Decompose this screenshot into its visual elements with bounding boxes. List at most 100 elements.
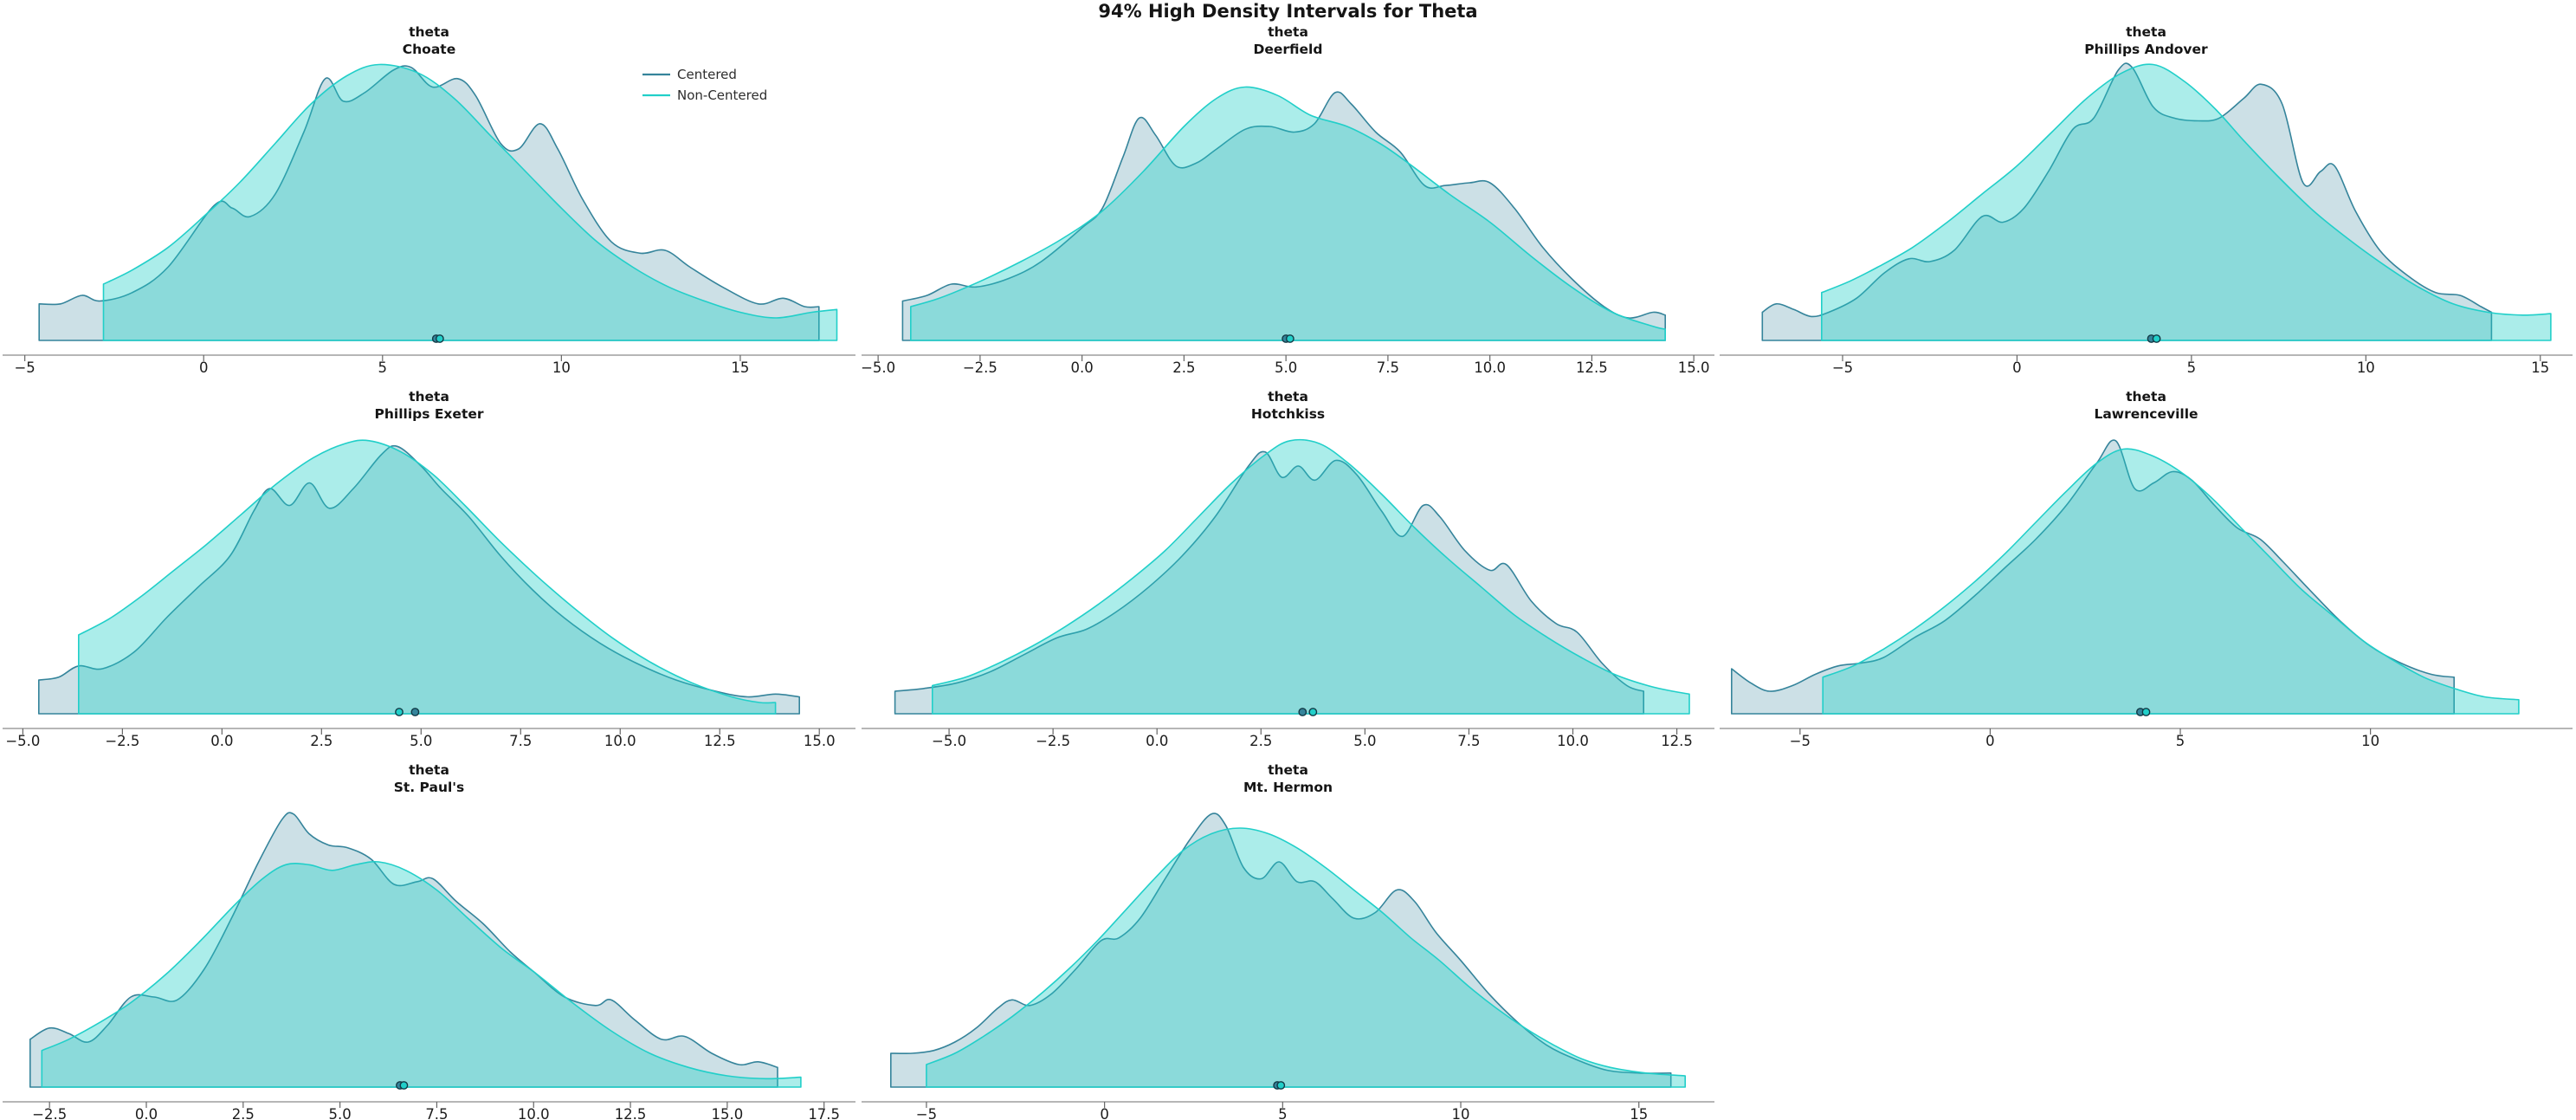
- x-axis-tick-label: 5: [378, 359, 388, 376]
- x-axis-tick-label: −2.5: [105, 733, 139, 749]
- x-axis-tick-label: 10.0: [518, 1106, 550, 1120]
- x-axis-tick-label: 17.5: [808, 1106, 840, 1120]
- subplot-title-group: Hotchkiss: [1250, 406, 1324, 422]
- x-axis-tick-label: −5: [1790, 733, 1811, 749]
- legend-label-centered: Centered: [677, 67, 737, 82]
- subplot-title-group: Phillips Andover: [2085, 42, 2209, 57]
- x-axis-tick-label: 0: [1100, 1106, 1109, 1120]
- x-axis-tick-label: 10: [552, 359, 571, 376]
- subplot-mt-hermon: theta Mt. Hermon −5 0 5 10 15: [859, 747, 1717, 1120]
- x-axis-tick-label: −2.5: [32, 1106, 67, 1120]
- subplot-lawrenceville: theta Lawrenceville −5 0 5 10: [1717, 373, 2575, 749]
- subplot-title-var: theta: [409, 762, 449, 778]
- x-axis-tick-label: 2.5: [310, 733, 332, 749]
- x-axis-tick-label: −5: [14, 359, 35, 376]
- x-axis-tick-label: 5.0: [1275, 359, 1297, 376]
- subplot-title-var: theta: [409, 24, 449, 40]
- x-axis-tick-label: −5.0: [5, 733, 40, 749]
- subplot-title-group: Mt. Hermon: [1243, 780, 1333, 795]
- x-axis-tick-label: 0: [2012, 359, 2022, 376]
- x-axis-tick-label: 12.5: [1576, 359, 1608, 376]
- density-curve-non-centered: [102, 63, 838, 341]
- x-axis-tick-label: −2.5: [1036, 733, 1070, 749]
- x-axis-tick-label: 0: [199, 359, 209, 376]
- point-estimate-dot-non-centered: [1308, 708, 1317, 716]
- x-axis-tick-label: 2.5: [232, 1106, 255, 1120]
- density-curve-centered: [889, 812, 1672, 1088]
- x-axis-tick-label: 15.0: [804, 733, 836, 749]
- x-axis-tick-label: 2.5: [1172, 359, 1195, 376]
- subplot-title-group: Phillips Exeter: [374, 406, 483, 422]
- x-axis-tick-label: 5: [1278, 1106, 1288, 1120]
- x-axis-tick-label: 10: [2357, 359, 2375, 376]
- x-axis-tick-label: 5.0: [329, 1106, 352, 1120]
- x-axis-tick-label: −2.5: [963, 359, 997, 376]
- subplot-title-var: theta: [1268, 389, 1308, 405]
- subplot-title-group: Lawrenceville: [2095, 406, 2198, 422]
- subplot-phillips-exeter: theta Phillips Exeter −5.0 −2.5 0.0 2.5 5.0 7.5…: [0, 373, 858, 749]
- legend-label-non-centered: Non-Centered: [677, 87, 767, 103]
- x-axis-tick-label: 0.0: [1070, 359, 1093, 376]
- density-curve-non-centered: [931, 438, 1690, 715]
- subplot-hotchkiss: theta Hotchkiss −5.0 −2.5 0.0 2.5 5.0 7.5 10.0 12…: [859, 373, 1717, 749]
- x-axis-tick-label: 12.5: [704, 733, 736, 749]
- density-curve-non-centered: [78, 439, 777, 715]
- figure-title: 94% High Density Intervals for Theta: [1098, 1, 1478, 22]
- density-curve-non-centered: [1821, 63, 2553, 341]
- subplot-title-var: theta: [2126, 24, 2166, 40]
- x-axis-tick-label: 7.5: [509, 733, 532, 749]
- x-axis-tick-label: 0.0: [1146, 733, 1168, 749]
- subplot-title-var: theta: [409, 389, 449, 405]
- x-axis-tick-label: 0: [1985, 733, 1995, 749]
- subplot-st-paul-s: theta St. Paul's −2.5 0.0 2.5 5.0 7.5 10.0 12.5 1…: [0, 747, 858, 1120]
- x-axis-tick-label: 15: [2532, 359, 2550, 376]
- x-axis-tick-label: 10.0: [1557, 733, 1589, 749]
- density-curve-centered: [1761, 62, 2493, 341]
- subplot-title-var: theta: [2126, 389, 2166, 405]
- subplot-title-var: theta: [1268, 762, 1308, 778]
- density-curve-non-centered: [909, 86, 1666, 341]
- x-axis-tick-label: 15: [1630, 1106, 1648, 1120]
- x-axis-tick-label: 2.5: [1249, 733, 1272, 749]
- density-curve-centered: [38, 444, 800, 715]
- point-estimate-dot-non-centered: [1276, 1081, 1285, 1090]
- x-axis-tick-label: 7.5: [1376, 359, 1398, 376]
- x-axis-tick-label: 0.0: [135, 1106, 158, 1120]
- x-axis-tick-label: 15.0: [1677, 359, 1709, 376]
- x-axis-tick-label: 0.0: [210, 733, 233, 749]
- x-axis-tick-label: 5: [2176, 733, 2185, 749]
- density-curve-centered: [901, 91, 1666, 341]
- subplot-title-group: Deerfield: [1253, 42, 1322, 57]
- point-estimate-dot-non-centered: [395, 708, 404, 716]
- density-curve-non-centered: [41, 860, 802, 1088]
- subplot-title-var: theta: [1268, 24, 1308, 40]
- subplot-deerfield: theta Deerfield −5.0 −2.5 0.0 2.5 5.0 7.5 10.0 12…: [859, 0, 1717, 376]
- x-axis-tick-label: 7.5: [425, 1106, 448, 1120]
- point-estimate-dot-non-centered: [435, 334, 444, 343]
- subplot-choate: theta Choate −5 0 5 10 15 Centered Non-Centered: [0, 0, 858, 376]
- x-axis-tick-label: −5: [915, 1106, 936, 1120]
- subplot-title-group: Choate: [403, 42, 455, 57]
- x-axis-tick-label: 5.0: [410, 733, 432, 749]
- point-estimate-dot-non-centered: [2141, 708, 2151, 716]
- density-curve-centered: [894, 450, 1644, 715]
- subplot-phillips-andover: theta Phillips Andover −5 0 5 10 15: [1717, 0, 2575, 376]
- point-estimate-dot-centered: [410, 708, 420, 716]
- x-axis-tick-label: 15: [731, 359, 749, 376]
- density-curve-non-centered: [1822, 448, 2521, 715]
- point-estimate-dot-non-centered: [399, 1081, 409, 1090]
- subplot-title-group: St. Paul's: [394, 780, 465, 795]
- x-axis-tick-label: 5: [2187, 359, 2197, 376]
- point-estimate-dot-non-centered: [2152, 334, 2161, 343]
- x-axis-tick-label: 10: [1451, 1106, 1469, 1120]
- x-axis-tick-label: 7.5: [1457, 733, 1480, 749]
- x-axis-tick-label: 15.0: [712, 1106, 744, 1120]
- density-curve-centered: [1731, 439, 2456, 715]
- x-axis-tick-label: 10.0: [1474, 359, 1506, 376]
- density-curve-centered: [38, 65, 820, 341]
- x-axis-tick-label: 10.0: [604, 733, 636, 749]
- x-axis-tick-label: −5.0: [861, 359, 895, 376]
- point-estimate-dot-non-centered: [1285, 334, 1294, 343]
